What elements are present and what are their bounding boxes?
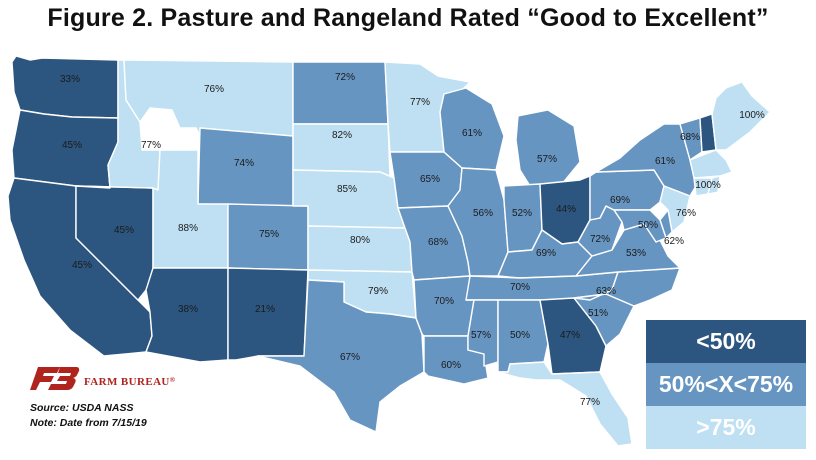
state-label-me: 100% bbox=[739, 110, 765, 121]
legend-item-high: >75% bbox=[646, 406, 806, 449]
legend: <50% 50%<X<75% >75% bbox=[646, 320, 806, 449]
state-label-az: 38% bbox=[178, 304, 198, 315]
state-label-md: 50% bbox=[638, 220, 658, 231]
state-tx bbox=[257, 279, 425, 433]
state-label-ok: 79% bbox=[368, 286, 388, 297]
state-label-ks: 80% bbox=[350, 235, 370, 246]
farm-bureau-logo-icon bbox=[30, 367, 80, 390]
state-me bbox=[711, 81, 771, 151]
state-label-ma: 100% bbox=[695, 180, 721, 191]
state-ne bbox=[292, 169, 406, 229]
state-label-ar: 70% bbox=[434, 296, 454, 307]
state-label-nm: 21% bbox=[255, 304, 275, 315]
state-label-tn: 70% bbox=[510, 282, 530, 293]
state-md bbox=[613, 209, 667, 243]
state-ks bbox=[307, 225, 413, 273]
state-label-mt: 76% bbox=[204, 84, 224, 95]
state-label-ms: 57% bbox=[471, 330, 491, 341]
state-label-pa: 69% bbox=[610, 195, 630, 206]
state-label-il: 56% bbox=[473, 208, 493, 219]
state-label-ky: 69% bbox=[536, 248, 556, 259]
state-label-ut: 88% bbox=[178, 223, 198, 234]
state-label-ne: 85% bbox=[337, 184, 357, 195]
state-label-sd: 82% bbox=[332, 130, 352, 141]
state-label-de: 62% bbox=[664, 236, 684, 247]
state-mi bbox=[515, 109, 581, 187]
state-label-oh: 44% bbox=[556, 204, 576, 215]
state-label-wv: 72% bbox=[590, 234, 610, 245]
state-label-in: 52% bbox=[512, 208, 532, 219]
date-note: Note: Date from 7/15/19 bbox=[30, 417, 147, 429]
state-label-tx: 67% bbox=[340, 352, 360, 363]
state-label-ny: 61% bbox=[655, 156, 675, 167]
state-az bbox=[145, 267, 229, 363]
state-label-al: 50% bbox=[510, 330, 530, 341]
state-label-ia: 65% bbox=[420, 174, 440, 185]
state-fl bbox=[497, 361, 633, 447]
legend-item-mid: 50%<X<75% bbox=[646, 363, 806, 406]
state-label-id: 77% bbox=[141, 140, 161, 151]
state-label-sc: 51% bbox=[588, 308, 608, 319]
state-label-nj: 76% bbox=[676, 208, 696, 219]
state-label-mo: 68% bbox=[428, 237, 448, 248]
state-label-wy: 74% bbox=[234, 158, 254, 169]
legend-item-low: <50% bbox=[646, 320, 806, 363]
organization-name: FARM BUREAU® bbox=[84, 376, 176, 388]
state-label-mn: 77% bbox=[410, 97, 430, 108]
state-label-vt: 68% bbox=[680, 132, 700, 143]
state-label-wi: 61% bbox=[462, 128, 482, 139]
state-label-fl: 77% bbox=[580, 397, 600, 408]
state-label-mi: 57% bbox=[537, 154, 557, 165]
state-label-nv: 45% bbox=[114, 225, 134, 236]
state-label-va: 53% bbox=[626, 248, 646, 259]
state-mt bbox=[123, 59, 294, 137]
state-wa bbox=[11, 55, 119, 119]
state-label-ga: 47% bbox=[560, 330, 580, 341]
state-label-nd: 72% bbox=[335, 72, 355, 83]
state-label-or: 45% bbox=[62, 140, 82, 151]
state-label-ca: 45% bbox=[72, 260, 92, 271]
state-label-co: 75% bbox=[259, 229, 279, 240]
state-nc bbox=[573, 267, 681, 307]
state-label-wa: 33% bbox=[60, 74, 80, 85]
state-label-la: 60% bbox=[441, 360, 461, 371]
figure-title: Figure 2. Pasture and Rangeland Rated “G… bbox=[47, 4, 769, 32]
source-note: Source: USDA NASS bbox=[30, 402, 134, 414]
state-label-nc: 63% bbox=[596, 286, 616, 297]
state-ri bbox=[707, 175, 721, 195]
